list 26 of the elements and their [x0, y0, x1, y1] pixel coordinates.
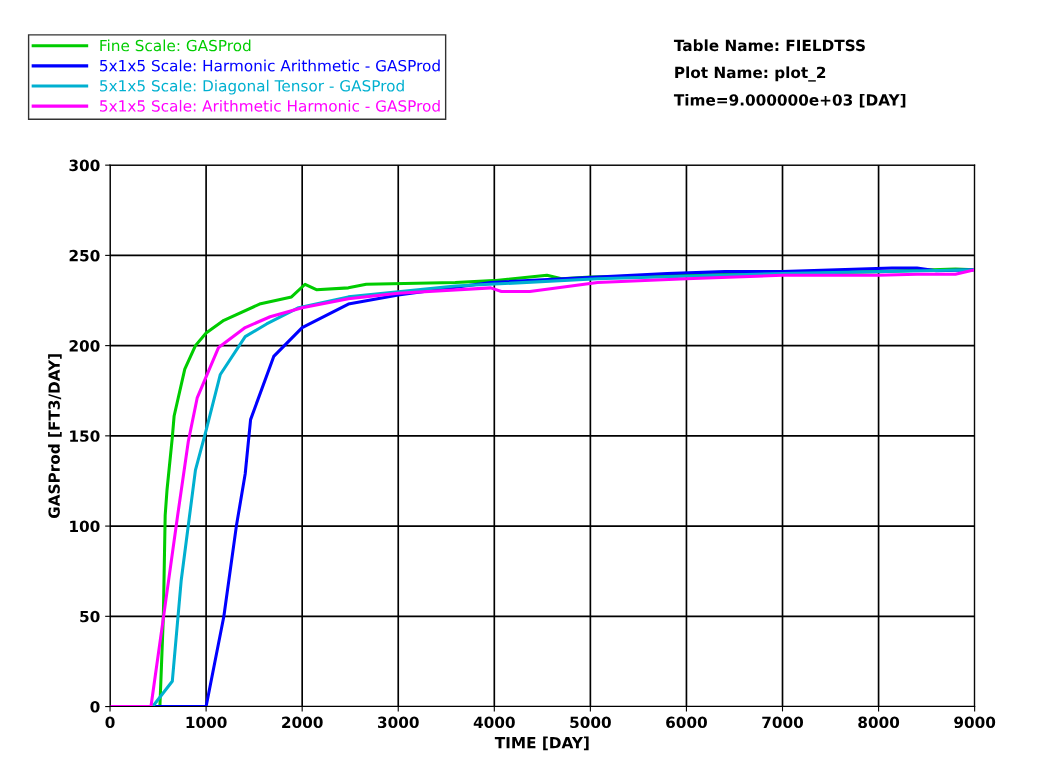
legend-label: Fine Scale: GASProd [100, 39, 251, 52]
y-tick-label: 100 [70, 520, 100, 533]
x-tick-label: 9000 [954, 716, 996, 729]
y-tick-label: 250 [69, 249, 100, 262]
x-axis-title: TIME [DAY] [494, 736, 589, 751]
y-tick-label: 300 [69, 159, 100, 172]
x-tick-label: 0 [105, 716, 115, 729]
text: Time=9.000000e+03 [DAY] [673, 93, 906, 108]
x-tick-label: 4000 [473, 716, 515, 729]
y-tick-label: 0 [90, 701, 100, 713]
y-tick-label: 200 [69, 340, 100, 352]
legend-label: 5x1x5 Scale: Diagonal Tensor - GASProd [100, 79, 404, 95]
x-tick-label: 2000 [282, 716, 323, 729]
legend-label: 5x1x5 Scale: Arithmetic Harmonic - GASProd [100, 99, 440, 112]
x-tick-label: 5000 [570, 716, 611, 729]
legend-label: 5x1x5 Scale: Harmonic Arithmetic - GASProd [100, 59, 440, 72]
x-tick-label: 1000 [186, 716, 227, 729]
y-tick-label: 150 [70, 430, 100, 442]
x-tick-label: 3000 [378, 716, 419, 729]
y-axis-title: GASProd [FT3/DAY] [48, 354, 62, 519]
x-tick-label: 8000 [858, 716, 900, 729]
text: Plot Name: plot_2 [675, 66, 826, 82]
y-tick-label: 50 [80, 610, 100, 623]
x-tick-label: 7000 [762, 716, 804, 729]
x-tick-label: 6000 [666, 716, 707, 729]
text: Table Name: FIELDTSS [673, 39, 865, 52]
